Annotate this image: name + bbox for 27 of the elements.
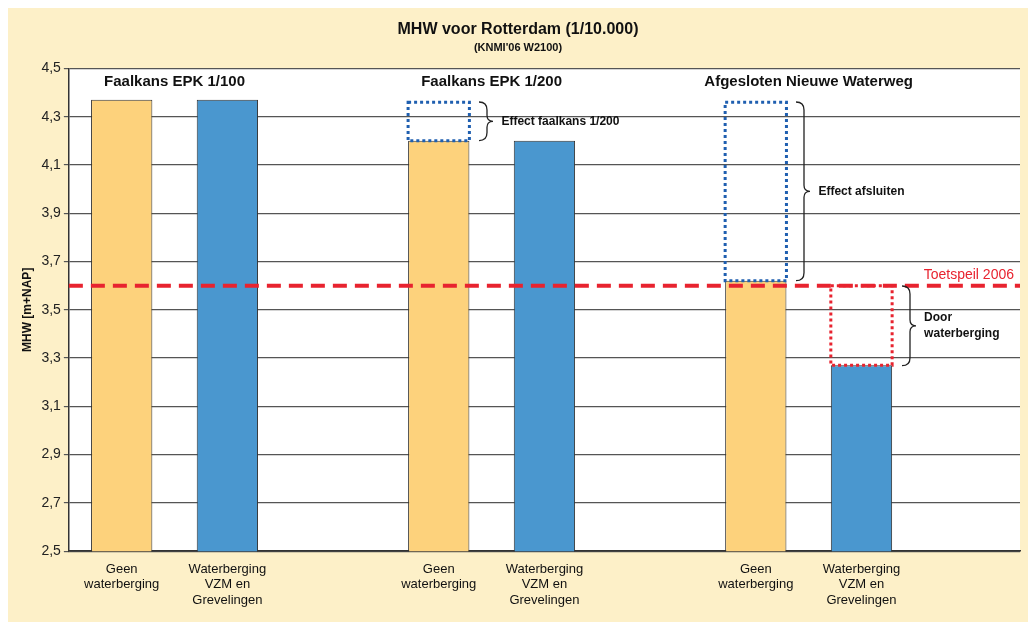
y-tick-label: 3,9 [41,204,62,221]
x-tick-label: Waterberging VZM en Grevelingen [188,560,267,607]
y-tick-label: 4,3 [41,107,62,124]
annotation: Effect faalkans 1/200 [501,113,620,128]
x-tick-label: Geen waterberging [400,560,477,592]
x-tick-label: Geen waterberging [717,560,794,592]
x-tick-label: Waterberging VZM en Grevelingen [505,560,584,607]
y-tick-label: 2,5 [41,542,62,559]
y-tick-label: 2,7 [41,493,62,510]
annotation: Faalkans EPK 1/200 [421,72,563,90]
chart-title: MHW voor Rotterdam (1/10.000) [397,20,639,38]
annotation: Door waterberging [923,309,1000,340]
ref-line-label: Toetspeil 2006 [923,265,1015,282]
y-tick-label: 3,3 [41,348,62,365]
y-tick-label: 3,5 [41,300,62,317]
y-tick-label: 4,5 [41,59,62,76]
x-tick-label: Geen waterberging [83,560,160,592]
annotation: Effect afsluiten [818,183,905,198]
annotation: Afgesloten Nieuwe Waterweg [704,72,913,90]
x-tick-label: Waterberging VZM en Grevelingen [822,560,901,607]
y-tick-label: 4,1 [41,155,62,172]
y-axis-title: MHW [m+NAP] [19,267,34,352]
y-tick-label: 3,7 [41,252,62,269]
y-tick-label: 2,9 [41,445,62,462]
chart-subtitle: (KNMI'06 W2100) [473,40,563,53]
y-tick-label: 3,1 [41,397,62,414]
annotation: Faalkans EPK 1/100 [104,72,245,90]
